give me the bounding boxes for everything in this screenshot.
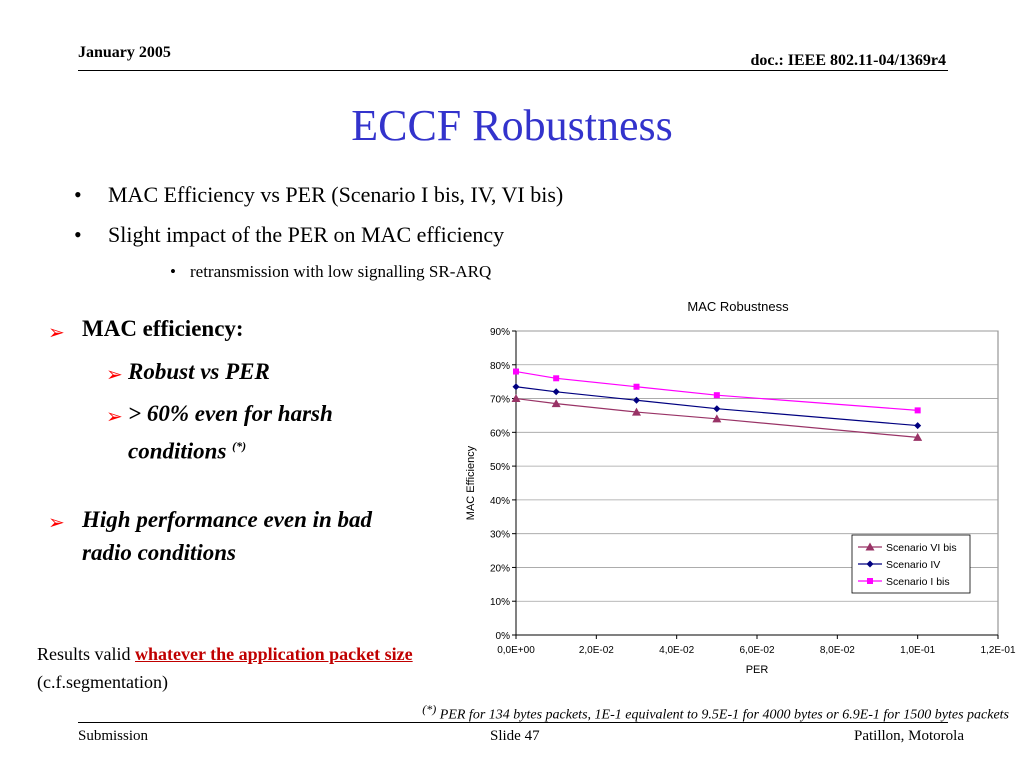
x-tick-label: 0,0E+00 (497, 645, 535, 656)
footer-slide-number: Slide 47 (490, 728, 540, 744)
footnote-marker: (*) (232, 439, 247, 453)
left-item-1-sub-2-line-2: conditions (*) (128, 430, 246, 468)
sub-bullet-1: • retransmission with low signalling SR-… (170, 262, 492, 282)
mac-robustness-chart: MAC Robustness 0% 10% 20% 30% 40% 50% 60% 70% 80… (465, 299, 1016, 676)
results-suffix: (c.f.segmentation) (37, 672, 168, 692)
x-tick-label: 2,0E-02 (579, 645, 614, 656)
data-point (553, 375, 560, 382)
chart-title: MAC Robustness (687, 299, 789, 314)
data-point (633, 396, 640, 404)
header-divider (78, 70, 948, 71)
y-tick-label: 0% (496, 631, 511, 642)
results-prefix: Results valid (37, 644, 135, 664)
bullet-dot-icon: • (74, 182, 82, 207)
left-item-1-sub-2-line-1: > 60% even for harsh (128, 401, 333, 426)
x-tick-label: 1,0E-01 (900, 645, 935, 656)
x-axis-ticks: 0,0E+00 2,0E-02 4,0E-02 6,0E-02 8,0E-02 1,0E-… (497, 635, 1016, 656)
footnote-mark: (*) (422, 702, 437, 716)
data-point (713, 392, 720, 399)
data-point (914, 407, 921, 414)
arrow-bullet-icon: ➢ (48, 322, 65, 344)
footer-author: Patillon, Motorola (854, 728, 964, 744)
y-tick-label: 70% (490, 395, 510, 406)
legend-marker (867, 578, 873, 584)
left-item-2-line-1: High performance even in bad (82, 507, 373, 532)
y-tick-label: 20% (490, 563, 510, 574)
data-point (712, 414, 722, 423)
legend-marker (866, 560, 874, 568)
x-axis-label: PER (746, 664, 769, 676)
data-point (633, 383, 640, 390)
bullet-dot-icon: • (170, 262, 176, 281)
bullet-2-text: Slight impact of the PER on MAC efficien… (108, 222, 505, 247)
y-tick-label: 80% (490, 361, 510, 372)
data-point (914, 422, 922, 430)
data-point (512, 383, 520, 391)
left-item-2-line-2: radio conditions (82, 540, 237, 565)
arrow-bullet-icon: ➢ (106, 406, 123, 428)
y-tick-label: 60% (490, 428, 510, 439)
arrow-bullet-icon: ➢ (106, 364, 123, 386)
x-tick-label: 1,2E-01 (980, 645, 1015, 656)
data-point (552, 388, 560, 396)
data-point (551, 399, 561, 408)
bullet-1-text: MAC Efficiency vs PER (Scenario I bis, I… (108, 182, 564, 207)
legend-label: Scenario IV (886, 559, 940, 571)
y-axis-label: MAC Efficiency (465, 445, 477, 520)
results-highlight: whatever the application packet size (135, 644, 413, 664)
x-tick-label: 6,0E-02 (739, 645, 774, 656)
slide-title: ECCF Robustness (351, 101, 673, 150)
legend-marker (865, 542, 875, 551)
results-note: Results valid whatever the application p… (37, 640, 437, 696)
y-tick-label: 30% (490, 530, 510, 541)
header-doc-id: doc.: IEEE 802.11-04/1369r4 (750, 52, 946, 69)
data-point (513, 368, 519, 375)
data-point (913, 432, 923, 441)
y-axis-ticks: 0% 10% 20% 30% 40% 50% 60% 70% 80% 90% (490, 327, 516, 642)
left-item-1-sub-1: Robust vs PER (128, 359, 270, 384)
legend-label: Scenario VI bis (886, 542, 957, 554)
left-item-1-sub-2-text: conditions (128, 438, 233, 464)
legend-label: Scenario I bis (886, 576, 950, 588)
footnote: (*) PER for 134 bytes packets, 1E-1 equi… (422, 702, 1009, 724)
data-point (713, 405, 721, 413)
y-tick-label: 40% (490, 496, 510, 507)
sub-bullet-1-text: retransmission with low signalling SR-AR… (190, 262, 492, 281)
x-tick-label: 8,0E-02 (820, 645, 855, 656)
bullet-1: • MAC Efficiency vs PER (Scenario I bis,… (74, 182, 564, 208)
arrow-bullet-icon: ➢ (48, 512, 65, 534)
chart-legend: Scenario VI bis Scenario IV Scenario I bis (851, 534, 971, 594)
data-point (511, 394, 521, 403)
y-tick-label: 50% (490, 462, 510, 473)
footer-divider (78, 722, 948, 723)
bullet-dot-icon: • (74, 222, 82, 247)
data-point (632, 407, 641, 416)
footer-left: Submission (78, 728, 149, 744)
y-tick-label: 90% (490, 327, 510, 338)
bullet-2: • Slight impact of the PER on MAC effici… (74, 222, 505, 248)
chart-series (511, 368, 923, 441)
x-tick-label: 4,0E-02 (659, 645, 694, 656)
header-date: January 2005 (78, 44, 171, 61)
y-tick-label: 10% (490, 597, 510, 608)
left-item-1: MAC efficiency: (82, 316, 244, 341)
footnote-text: PER for 134 bytes packets, 1E-1 equivale… (436, 707, 1009, 723)
